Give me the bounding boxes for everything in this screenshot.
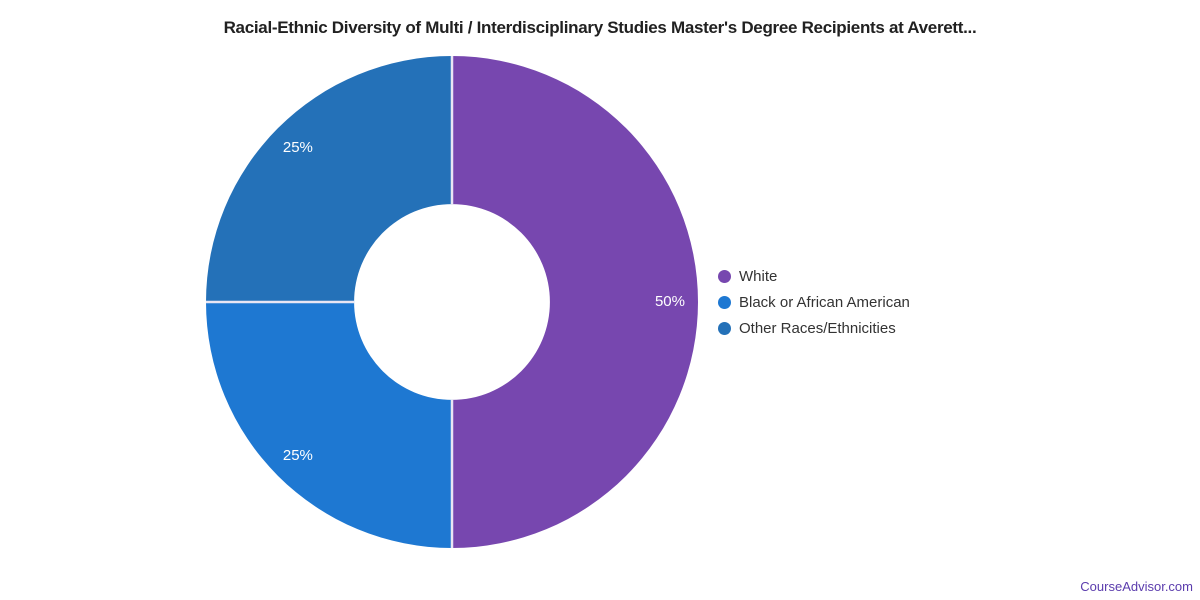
legend-swatch-white-icon (718, 270, 731, 283)
pie-slice-other-races-ethnicities[interactable] (206, 56, 452, 302)
legend-label: Black or African American (739, 294, 910, 311)
courseadvisor-link[interactable]: CourseAdvisor.com (1080, 579, 1193, 594)
slice-label: 25% (283, 139, 313, 156)
legend-swatch-other-races-ethnicities-icon (718, 322, 731, 335)
legend-label: Other Races/Ethnicities (739, 320, 896, 337)
legend-swatch-black-or-african-american-icon (718, 296, 731, 309)
slice-label: 25% (283, 447, 313, 464)
legend-label: White (739, 268, 778, 285)
pie-slice-white[interactable] (452, 56, 698, 548)
legend-item-black-or-african-american[interactable]: Black or African American (718, 290, 910, 315)
legend-item-other-races-ethnicities[interactable]: Other Races/Ethnicities (718, 316, 910, 341)
legend-item-white[interactable]: White (718, 264, 910, 289)
slice-label: 50% (655, 293, 685, 310)
pie-slice-black-or-african-american[interactable] (206, 302, 452, 548)
chart-title: Racial-Ethnic Diversity of Multi / Inter… (223, 18, 977, 37)
legend: White Black or African American Other Ra… (718, 264, 910, 342)
